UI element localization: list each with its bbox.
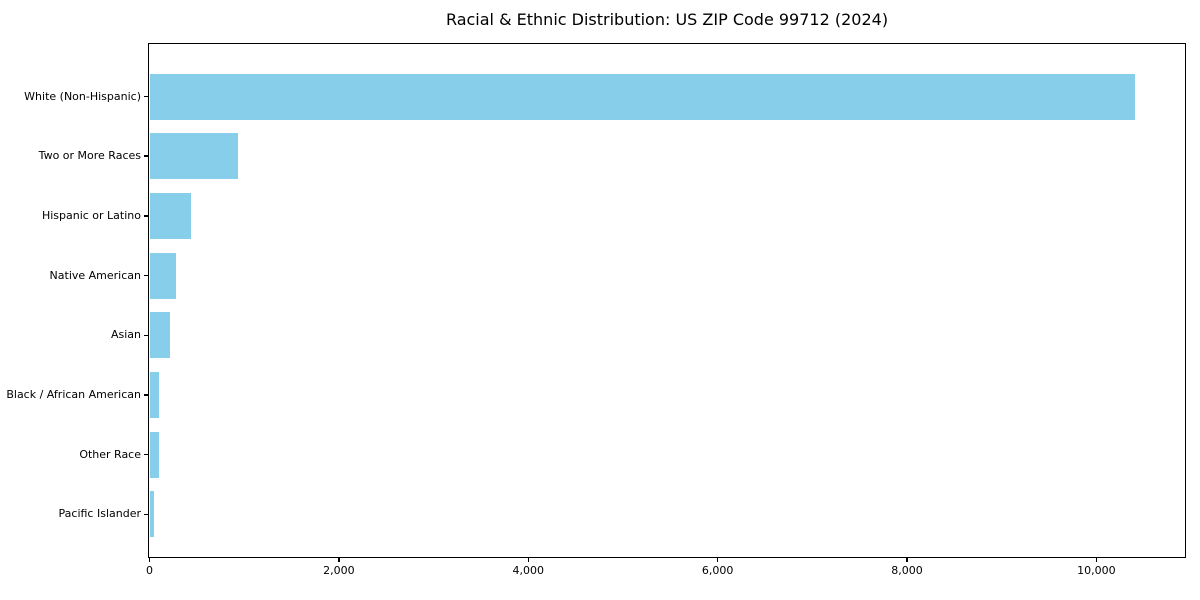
y-tick-label: White (Non-Hispanic) (24, 89, 141, 103)
bar (149, 431, 160, 478)
x-tick-label: 10,000 (1077, 564, 1116, 577)
x-tick-label: 4,000 (512, 564, 545, 577)
x-tick-label: 8,000 (891, 564, 923, 577)
chart-title: Racial & Ethnic Distribution: US ZIP Cod… (445, 10, 889, 29)
y-tick-mark (144, 155, 148, 157)
bar (149, 312, 170, 359)
bar (149, 133, 238, 180)
y-tick-label: Asian (110, 328, 141, 342)
x-tick-mark (148, 558, 151, 562)
y-tick-mark (144, 95, 148, 98)
x-tick-mark (906, 558, 908, 562)
plot-area (148, 43, 1186, 558)
x-tick-label: 2,000 (323, 564, 355, 577)
x-tick-mark (716, 558, 719, 562)
y-tick-mark (144, 453, 148, 456)
bar (149, 192, 192, 239)
y-tick-mark (144, 274, 148, 277)
x-tick-label: 6,000 (701, 564, 734, 577)
y-tick-label: Hispanic or Latino (41, 208, 141, 222)
y-tick-label: Two or More Races (38, 149, 141, 163)
y-tick-mark (144, 215, 148, 217)
x-tick-mark (1095, 558, 1098, 562)
y-tick-label: Pacific Islander (58, 507, 141, 521)
y-tick-label: Native American (49, 268, 141, 282)
bar (149, 73, 1136, 120)
bar (149, 491, 154, 538)
x-tick-mark (338, 558, 340, 562)
bar (149, 372, 159, 418)
y-tick-mark (144, 334, 148, 337)
y-tick-label: Other Race (79, 447, 141, 461)
x-tick-label: 0 (146, 564, 153, 577)
bar (149, 252, 176, 299)
y-tick-mark (144, 513, 148, 516)
y-tick-mark (144, 394, 148, 396)
y-tick-label: Black / African American (6, 388, 141, 401)
x-tick-mark (527, 558, 530, 562)
